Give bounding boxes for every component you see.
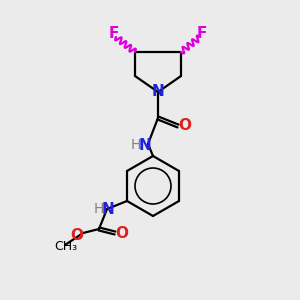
Text: O: O [70,227,83,242]
Text: CH₃: CH₃ [55,241,78,254]
Text: O: O [116,226,128,241]
Text: N: N [102,202,114,217]
Text: H: H [131,138,141,152]
Text: N: N [152,85,164,100]
Text: F: F [109,26,119,40]
Text: N: N [139,137,152,152]
Text: H: H [94,202,104,216]
Text: O: O [178,118,191,134]
Text: F: F [197,26,207,40]
